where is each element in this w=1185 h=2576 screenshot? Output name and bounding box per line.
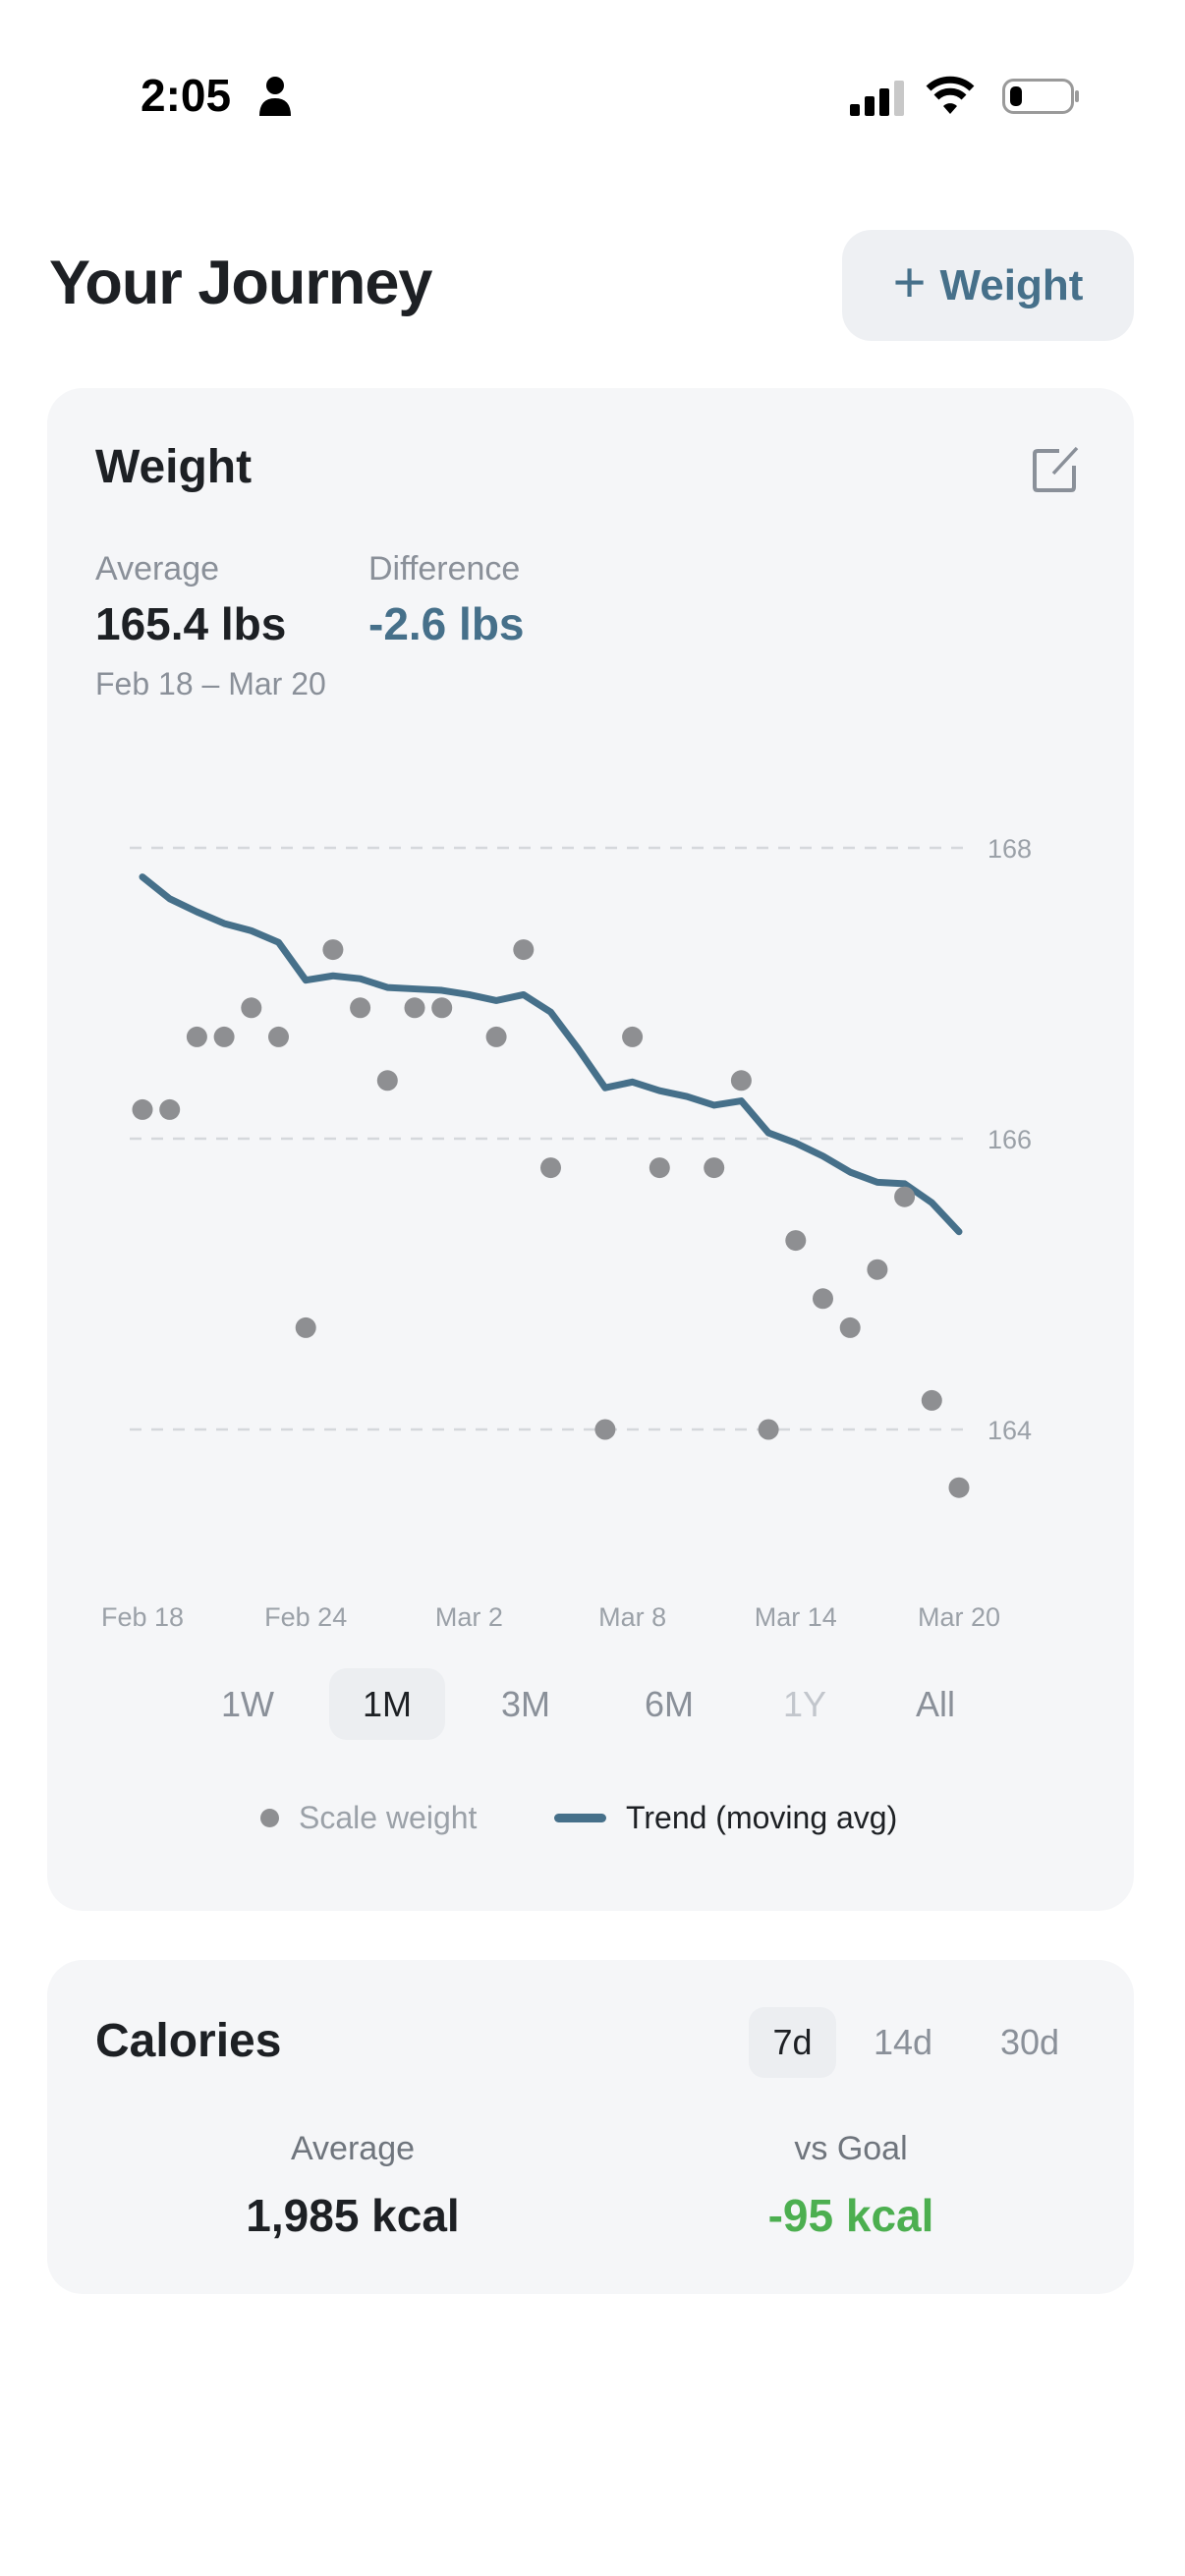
scale-weight-point [894,1186,916,1207]
scale-weight-point [295,1316,316,1338]
scale-weight-point [839,1316,861,1338]
x-tick-label: Mar 8 [598,1602,666,1632]
difference-label: Difference [368,550,521,588]
x-tick-label: Mar 20 [918,1602,1000,1632]
scale-weight-point [186,1026,207,1047]
status-time: 2:05 [141,70,232,121]
scale-weight-point [867,1259,888,1280]
y-tick-label: 168 [988,834,1032,864]
person-icon [259,77,291,116]
scale-weight-point [485,1026,507,1047]
scale-weight-point [268,1026,289,1047]
x-tick-label: Feb 18 [101,1602,184,1632]
legend-scale-weight: Scale weight [260,1800,477,1836]
scale-weight-point [513,939,535,961]
legend-scale-label: Scale weight [299,1800,478,1835]
scale-weight-point [785,1230,807,1252]
x-tick-label: Feb 24 [264,1602,347,1632]
weight-chart: 164 166 168 Feb 18 Feb 24 Mar 2 Mar 8 Mar 14 Mar… [101,834,1032,1632]
y-tick-label: 164 [988,1416,1032,1445]
scale-weight-point [404,997,425,1019]
scale-weight-point [241,997,262,1019]
scale-weight-point [921,1389,942,1411]
calories-title: Calories [95,2015,282,2067]
page-title: Your Journey [49,249,432,317]
scale-weight-point [704,1157,725,1179]
scale-weight-point [431,997,453,1019]
scale-weight-point [132,1098,153,1120]
average-label: Average [95,550,220,588]
add-weight-label: Weight [939,260,1084,309]
date-range: Feb 18 – Mar 20 [95,666,326,701]
x-tick-label: Mar 14 [755,1602,837,1632]
trend-line-icon [554,1814,606,1822]
tab-30d[interactable]: 30d [999,2022,1060,2062]
scale-weight-point [813,1288,833,1310]
plus-icon: + [892,250,927,314]
scale-dot-icon [260,1809,279,1827]
scale-weight-point [376,1070,398,1092]
trend-line [139,873,963,1236]
scale-weight-point [948,1477,970,1498]
scale-weight-point [213,1026,235,1047]
vs-goal-value: -95 kcal [767,2190,934,2241]
range-all[interactable]: All [915,1683,955,1724]
scale-weight-point [322,939,344,961]
weight-card-title: Weight [95,441,253,493]
average-value: 165.4 lbs [95,598,287,649]
scale-weight-point [622,1026,644,1047]
calories-average-label: Average [290,2130,416,2167]
legend-trend: Trend (moving avg) [554,1800,897,1836]
tab-14d[interactable]: 14d [873,2022,933,2062]
weight-card [47,388,1134,1911]
difference-value: -2.6 lbs [368,598,525,649]
scale-weight-point [350,997,371,1019]
y-tick-label: 166 [988,1125,1032,1154]
battery-icon [1002,79,1079,114]
range-1w[interactable]: 1W [221,1683,274,1724]
x-tick-label: Mar 2 [435,1602,503,1632]
scale-weight-point [159,1098,181,1120]
scale-weight-point [649,1157,670,1179]
calories-card [47,1960,1134,2294]
scale-weight-point [758,1419,779,1440]
scale-weight-point [730,1070,752,1092]
scale-weight-point [540,1157,561,1179]
range-1m[interactable]: 1M [329,1668,445,1740]
vs-goal-label: vs Goal [794,2130,908,2167]
scale-weight-point [594,1419,616,1440]
legend-trend-label: Trend (moving avg) [626,1800,898,1835]
wifi-icon [926,76,975,114]
signal-icon [850,81,904,116]
add-weight-button[interactable]: + Weight [842,230,1134,341]
calories-average-value: 1,985 kcal [246,2190,460,2241]
tab-7d[interactable]: 7d [749,2007,836,2078]
range-3m[interactable]: 3M [500,1683,550,1724]
range-1y[interactable]: 1Y [782,1683,827,1724]
range-6m[interactable]: 6M [644,1683,694,1724]
edit-icon[interactable] [1030,442,1083,495]
